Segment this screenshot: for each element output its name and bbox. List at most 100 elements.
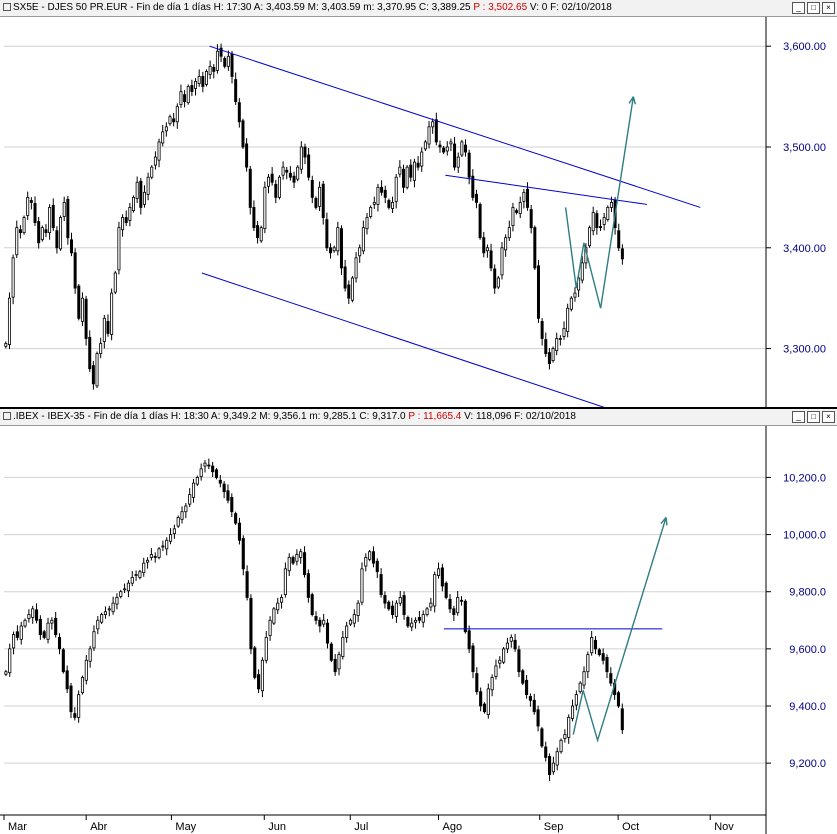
x-tick-label: Sep	[544, 821, 564, 833]
top-instrument-name: DJES 50 PR.EUR	[47, 2, 128, 13]
candle-body	[164, 126, 168, 132]
candle-body	[203, 462, 207, 467]
candle-body	[337, 654, 341, 670]
candle-body	[99, 343, 103, 355]
candle-body	[95, 353, 99, 387]
candle-body	[168, 116, 172, 125]
candle-body	[459, 599, 464, 602]
candle-body	[234, 79, 238, 103]
top-window-buttons: _ □ ×	[792, 2, 835, 14]
candle-body	[222, 483, 226, 493]
candle-body	[102, 317, 106, 342]
y-tick-label: 3,500.00	[783, 142, 826, 154]
candle-body	[383, 595, 387, 604]
candle-body	[588, 227, 592, 247]
x-tick-label: Abr	[90, 821, 107, 833]
bottom-close-button[interactable]: ×	[822, 411, 835, 423]
candle-body	[134, 574, 138, 576]
candle-body	[547, 352, 551, 365]
candle-body	[157, 548, 161, 558]
y-tick-label: 3,600.00	[783, 41, 826, 53]
candle-body	[280, 597, 284, 603]
candle-body	[364, 557, 368, 567]
candle-body	[471, 645, 475, 673]
candle-body	[421, 614, 425, 623]
candle-body	[285, 169, 289, 173]
candle-body	[55, 230, 59, 249]
candle-body	[226, 55, 230, 67]
candle-body	[257, 674, 261, 690]
candle-body	[66, 198, 70, 239]
top-minimize-button[interactable]: _	[792, 2, 805, 14]
candle-body	[329, 643, 333, 661]
bottom-maximize-button[interactable]: □	[807, 411, 820, 423]
candle-body	[61, 649, 65, 673]
candle-body	[161, 131, 165, 144]
candle-body	[494, 665, 498, 677]
top-m-high-value: 3,403.59	[321, 2, 361, 13]
candle-body	[597, 649, 601, 655]
candle-body	[168, 534, 173, 542]
candle-body	[325, 219, 329, 249]
candle-body	[555, 338, 559, 352]
bottom-candlestick-chart: 10,200.0 10,000.0 9,800.0 9,600.0 9,400.0 9,2…	[0, 426, 826, 834]
candle-body	[409, 164, 413, 178]
candle-body	[540, 321, 544, 339]
candle-body	[616, 692, 621, 707]
candle-body	[414, 619, 418, 623]
x-tick-label: Jul	[354, 821, 368, 833]
candle-body	[471, 175, 475, 198]
top-maximize-button[interactable]: □	[807, 2, 820, 14]
candle-body	[256, 225, 260, 239]
candle-body	[490, 677, 494, 691]
candle-body	[204, 70, 208, 85]
candle-body	[132, 196, 136, 211]
candle-body	[180, 511, 184, 520]
candle-body	[100, 614, 104, 623]
candle-body	[214, 469, 219, 478]
candle-body	[365, 217, 369, 230]
candle-body	[237, 102, 241, 123]
candle-body	[333, 658, 337, 673]
candle-body	[582, 671, 586, 686]
candle-body	[302, 552, 307, 575]
candle-body	[91, 365, 95, 385]
candle-body	[456, 156, 460, 168]
candle-body	[425, 608, 429, 615]
candle-body	[37, 221, 41, 244]
candle-body	[12, 634, 16, 649]
candle-body	[260, 659, 264, 692]
candle-body	[157, 141, 161, 161]
candle-body	[291, 557, 295, 564]
candle-body	[574, 694, 578, 706]
candle-body	[529, 209, 533, 229]
candle-body	[121, 217, 125, 231]
candle-body	[555, 751, 559, 766]
candle-body	[368, 551, 372, 560]
bottom-minimize-button[interactable]: _	[792, 411, 805, 423]
candle-body	[502, 648, 506, 663]
candle-body	[29, 200, 33, 203]
candle-body	[318, 619, 322, 627]
candle-body	[80, 677, 85, 694]
candle-body	[350, 277, 354, 301]
candle-body	[230, 53, 234, 77]
candle-body	[69, 239, 73, 254]
x-tick-label: Ago	[443, 821, 463, 833]
candle-body	[522, 191, 526, 202]
candle-body	[536, 265, 540, 319]
candle-body	[445, 146, 449, 152]
projection-path	[564, 96, 635, 309]
candle-body	[482, 237, 486, 254]
candle-body	[493, 268, 497, 289]
candle-body	[405, 166, 409, 188]
candle-body	[590, 637, 594, 654]
candle-body	[348, 619, 353, 625]
bottom-symbol-icon	[3, 412, 11, 421]
candle-body	[115, 597, 119, 605]
candle-body	[54, 617, 58, 635]
top-close-button[interactable]: ×	[822, 2, 835, 14]
top-symbol: SX5E	[13, 2, 39, 13]
candle-body	[153, 156, 157, 166]
panel-divider	[0, 407, 837, 409]
